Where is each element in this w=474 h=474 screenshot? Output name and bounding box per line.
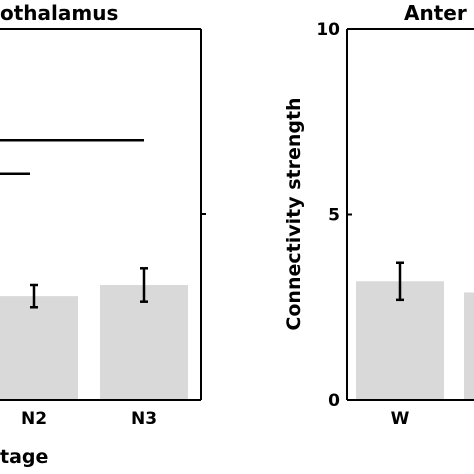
x-tick-label-n3: N3 xyxy=(131,409,157,429)
right-panel: Anter Connectivity strength 0 5 10 W xyxy=(283,1,474,429)
left-bars xyxy=(0,267,188,400)
right-bars xyxy=(356,261,474,400)
left-x-axis-label: tage xyxy=(0,446,48,468)
right-x-tick-labels: W xyxy=(391,409,410,429)
x-tick-label-n2: N2 xyxy=(21,409,47,429)
left-x-tick-labels: N2 N3 xyxy=(21,409,157,429)
right-y-axis-label: Connectivity strength xyxy=(283,97,305,330)
right-panel-title: Anter xyxy=(404,1,467,25)
x-tick-label-w: W xyxy=(391,409,410,429)
left-panel-title: othalamus xyxy=(0,1,118,25)
y-tick-label-5: 5 xyxy=(328,206,340,226)
left-significance-lines xyxy=(0,139,144,175)
left-panel: othalamus N2 N3 tage xyxy=(0,1,206,468)
y-tick-label-0: 0 xyxy=(328,391,340,411)
right-y-ticks: 0 5 10 xyxy=(316,20,352,411)
bar-partial xyxy=(464,292,474,400)
y-tick-label-10: 10 xyxy=(316,20,340,40)
bar-n2 xyxy=(0,296,78,400)
bar-n3 xyxy=(100,284,188,400)
